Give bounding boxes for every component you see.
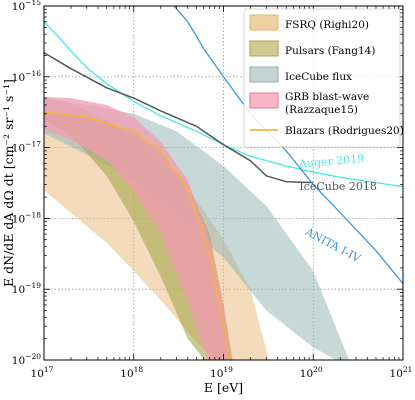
legend-swatch bbox=[249, 66, 279, 83]
x-tick-label: 1019 bbox=[210, 365, 233, 380]
legend-label: Pulsars (Fang14) bbox=[285, 45, 375, 57]
curve-label: Auger 2019 bbox=[297, 152, 364, 171]
legend-label: FSRQ (Righi20) bbox=[285, 19, 369, 31]
y-axis-title: E dN/dE dA dΩ dt [cm⁻² sr⁻¹ s⁻¹] bbox=[1, 79, 16, 287]
legend-box bbox=[243, 8, 401, 148]
x-axis-title: E [eV] bbox=[204, 380, 243, 395]
x-tick-label: 1018 bbox=[120, 365, 143, 380]
legend-swatch bbox=[249, 14, 279, 31]
y-tick-label: 10−15 bbox=[12, 0, 41, 13]
series-blazars-rodrigues20 bbox=[44, 111, 231, 360]
curve-label: ANITA I-IV bbox=[302, 225, 363, 266]
x-tick-label: 1021 bbox=[390, 365, 413, 380]
y-tick-label: 10−17 bbox=[12, 140, 41, 155]
curve-label: IceCube 2018 bbox=[299, 180, 377, 193]
band-pulsars-fang14 bbox=[44, 111, 233, 360]
legend-label: Blazars (Rodrigues20) bbox=[285, 125, 404, 137]
x-tick-label: 1020 bbox=[300, 365, 323, 380]
axis-ticks: 1017 1018 1019 1020 1021 10−15 10−16 10−17 10−18… bbox=[12, 0, 413, 380]
bands-layer bbox=[44, 96, 349, 360]
y-tick-label: 10−18 bbox=[12, 210, 41, 225]
x-tick-label: 1017 bbox=[31, 365, 54, 380]
legend-label: GRB blast-wave bbox=[285, 91, 369, 103]
y-tick-label: 10−19 bbox=[12, 281, 41, 296]
legend: FSRQ (Righi20) Pulsars (Fang14) IceCube fl… bbox=[243, 8, 404, 148]
legend-swatch bbox=[249, 92, 279, 109]
legend-label: IceCube flux bbox=[285, 71, 352, 83]
series-auger-2019 bbox=[44, 21, 403, 188]
y-tick-label: 10−20 bbox=[12, 352, 41, 367]
band-grb-blast-wave-razzaque15 bbox=[44, 96, 232, 360]
legend-label-line2: (Razzaque15) bbox=[285, 104, 358, 116]
legend-swatch bbox=[249, 40, 279, 57]
series-icecube-2018 bbox=[44, 51, 314, 184]
y-tick-label: 10−16 bbox=[12, 69, 41, 84]
